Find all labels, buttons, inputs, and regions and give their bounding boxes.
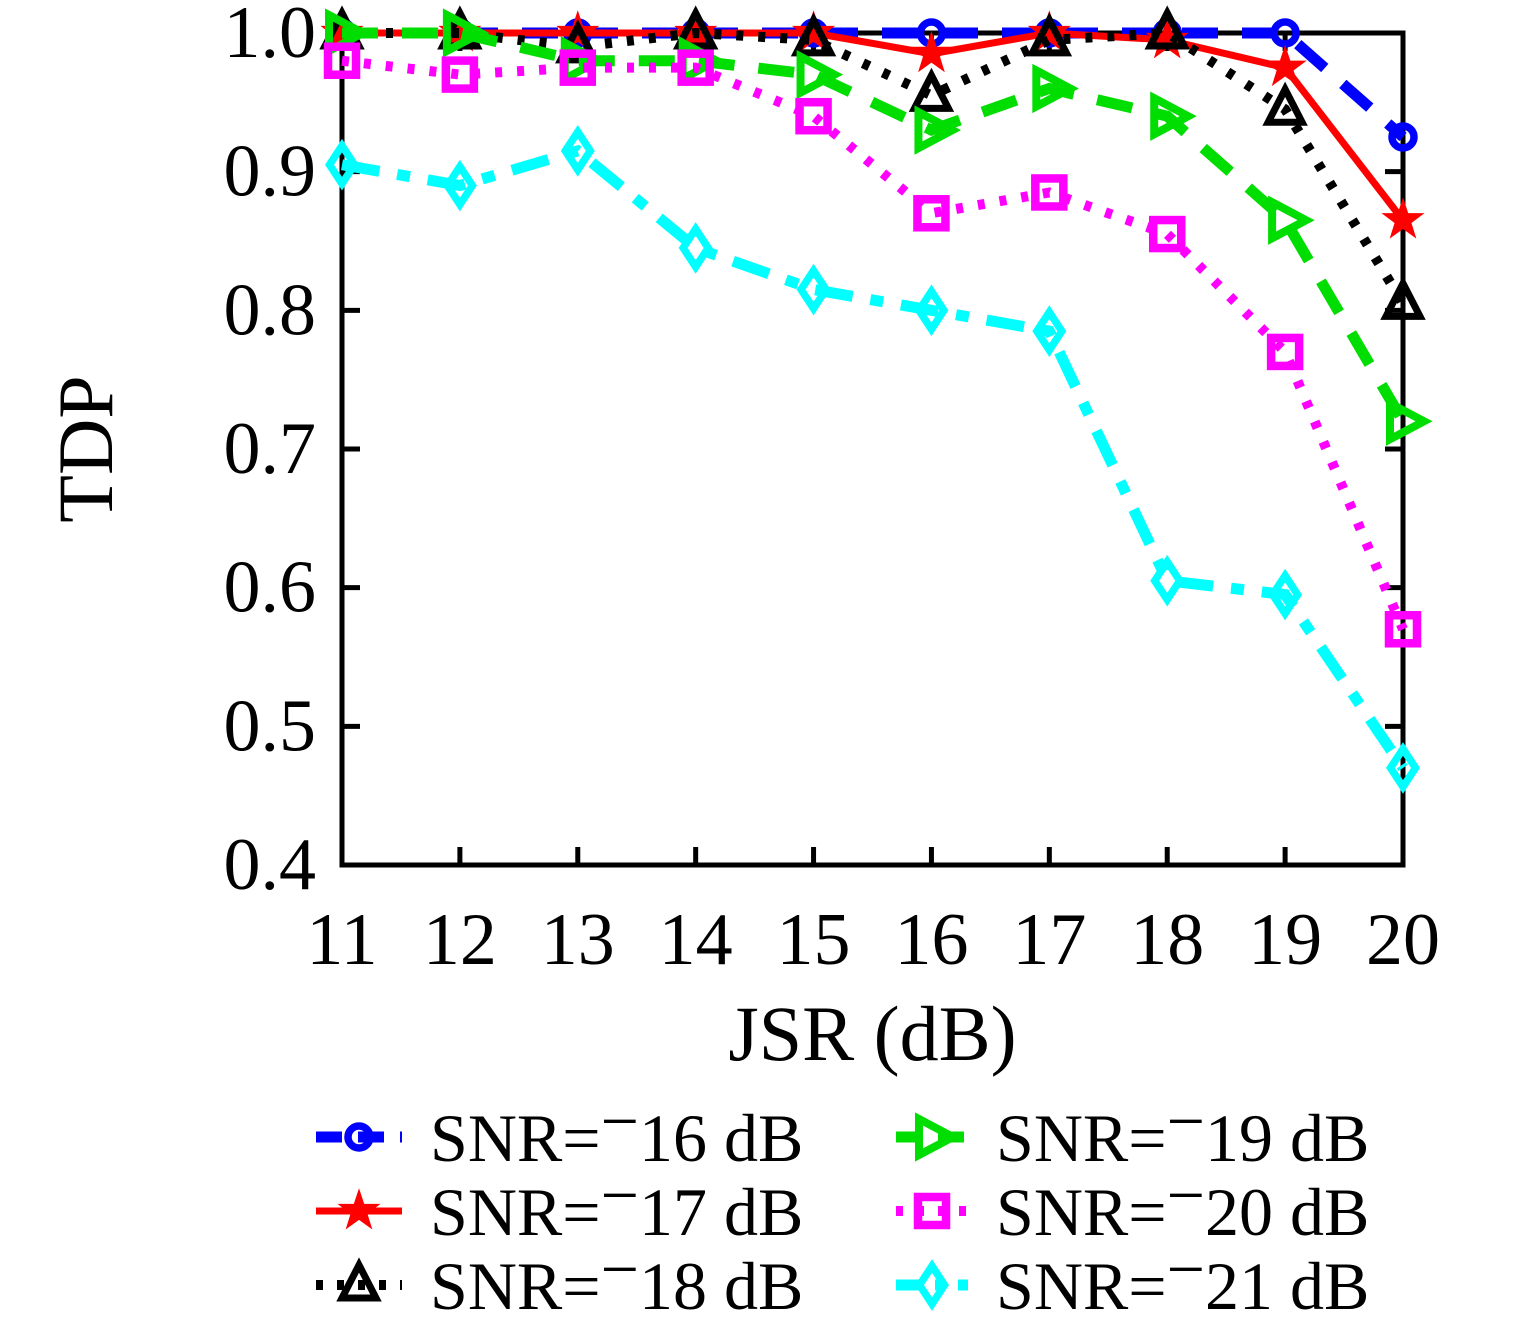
x-axis-title: JSR (dB) (728, 990, 1016, 1077)
marker-square (677, 49, 714, 86)
marker-triangle-up (336, 1257, 382, 1302)
marker-diamond (914, 284, 949, 337)
series-snr-20-db (323, 42, 1422, 648)
series-line (342, 27, 1408, 306)
marker-diamond (678, 222, 713, 274)
marker-diamond (1268, 568, 1303, 621)
marker-square (1266, 333, 1304, 371)
marker-star (1381, 197, 1425, 239)
marker-star (792, 10, 836, 52)
series-snr-19-db (325, 8, 1433, 446)
x-tick-label: 20 (1366, 899, 1440, 981)
series-line (342, 27, 1407, 142)
marker-square (559, 49, 597, 86)
marker-diamond (796, 263, 831, 316)
series-line (341, 144, 1408, 772)
marker-star (909, 31, 953, 73)
legend-label: SNR=−19 dB (996, 1083, 1369, 1176)
marker-triangle-right (796, 49, 844, 100)
marker-square (1384, 611, 1422, 648)
legend-label: SNR=−18 dB (430, 1231, 803, 1324)
x-tick-label: 11 (306, 899, 377, 981)
y-axis-title: TDP (42, 375, 129, 522)
marker-triangle-up (908, 67, 955, 112)
marker-diamond (325, 138, 359, 191)
x-tick-label: 16 (894, 899, 968, 981)
marker-triangle-right (1032, 63, 1079, 114)
y-tick-label: 0.6 (224, 547, 317, 629)
x-tick-label: 13 (541, 899, 615, 981)
marker-triangle-right (325, 8, 372, 58)
marker-circle (1270, 18, 1300, 48)
series-snr-21-db (325, 125, 1420, 794)
y-tick-label: 1.0 (224, 0, 317, 74)
y-axis: 0.4 0.5 0.6 0.7 0.8 0.9 1.0 (224, 0, 1403, 906)
legend-item-snr-17-db: SNR=−17 dB (316, 1157, 803, 1250)
legend-label: SNR=−16 dB (430, 1083, 803, 1176)
marker-diamond (915, 1259, 949, 1311)
marker-diamond (1386, 742, 1420, 794)
marker-square (1148, 215, 1186, 253)
marker-square (913, 1192, 951, 1230)
legend-item-snr-18-db: SNR=−18 dB (316, 1231, 803, 1324)
marker-circle (1388, 122, 1418, 152)
x-tick-label: 18 (1130, 899, 1204, 981)
marker-triangle-up (1026, 12, 1073, 57)
y-tick-label: 0.8 (224, 269, 317, 351)
legend-item-snr-19-db: SNR=−19 dB (896, 1083, 1369, 1176)
marker-diamond (442, 159, 477, 212)
x-axis: 11 12 13 14 15 16 17 18 19 20 (306, 33, 1440, 981)
marker-triangle-up (1144, 5, 1190, 50)
marker-triangle-right (442, 8, 490, 58)
marker-diamond (1150, 554, 1185, 607)
y-tick-label: 0.4 (224, 824, 317, 906)
marker-square (441, 56, 479, 93)
legend-label: SNR=−17 dB (430, 1157, 803, 1250)
x-tick-label: 12 (423, 899, 497, 981)
series-line (342, 29, 1406, 223)
marker-square (1031, 174, 1068, 211)
marker-square (323, 42, 361, 79)
x-tick-label: 17 (1012, 899, 1086, 981)
marker-star (337, 1188, 381, 1230)
y-tick-label: 0.7 (224, 408, 317, 490)
x-tick-label: 14 (659, 899, 733, 981)
marker-triangle-up (1380, 275, 1426, 320)
series-line (342, 27, 1408, 425)
y-tick-label: 0.9 (224, 131, 317, 213)
marker-star (1263, 44, 1307, 87)
x-tick-label: 19 (1248, 899, 1322, 981)
y-tick-label: 0.5 (224, 685, 317, 767)
marker-triangle-right (915, 1112, 962, 1162)
legend-item-snr-21-db: SNR=−21 dB (896, 1231, 1369, 1324)
legend-label: SNR=−21 dB (996, 1231, 1369, 1324)
marker-diamond (560, 125, 595, 177)
legend-label: SNR=−20 dB (996, 1157, 1369, 1250)
marker-circle (344, 1122, 374, 1152)
legend-item-snr-16-db: SNR=−16 dB (316, 1083, 803, 1176)
marker-diamond (1032, 305, 1067, 357)
x-tick-label: 15 (777, 899, 851, 981)
marker-triangle-right (1268, 195, 1315, 245)
legend-item-snr-20-db: SNR=−20 dB (896, 1157, 1369, 1250)
marker-triangle-up (1262, 81, 1308, 126)
marker-star (1027, 10, 1071, 52)
series-line (341, 55, 1408, 632)
marker-triangle-right (1150, 91, 1197, 141)
marker-triangle-right (1386, 396, 1433, 446)
plot-border (339, 30, 1406, 868)
series-snr-17-db (320, 10, 1425, 239)
marker-triangle-right (914, 105, 961, 155)
marker-triangle-up (790, 12, 837, 57)
marker-square (795, 97, 832, 135)
marker-square (913, 195, 950, 232)
